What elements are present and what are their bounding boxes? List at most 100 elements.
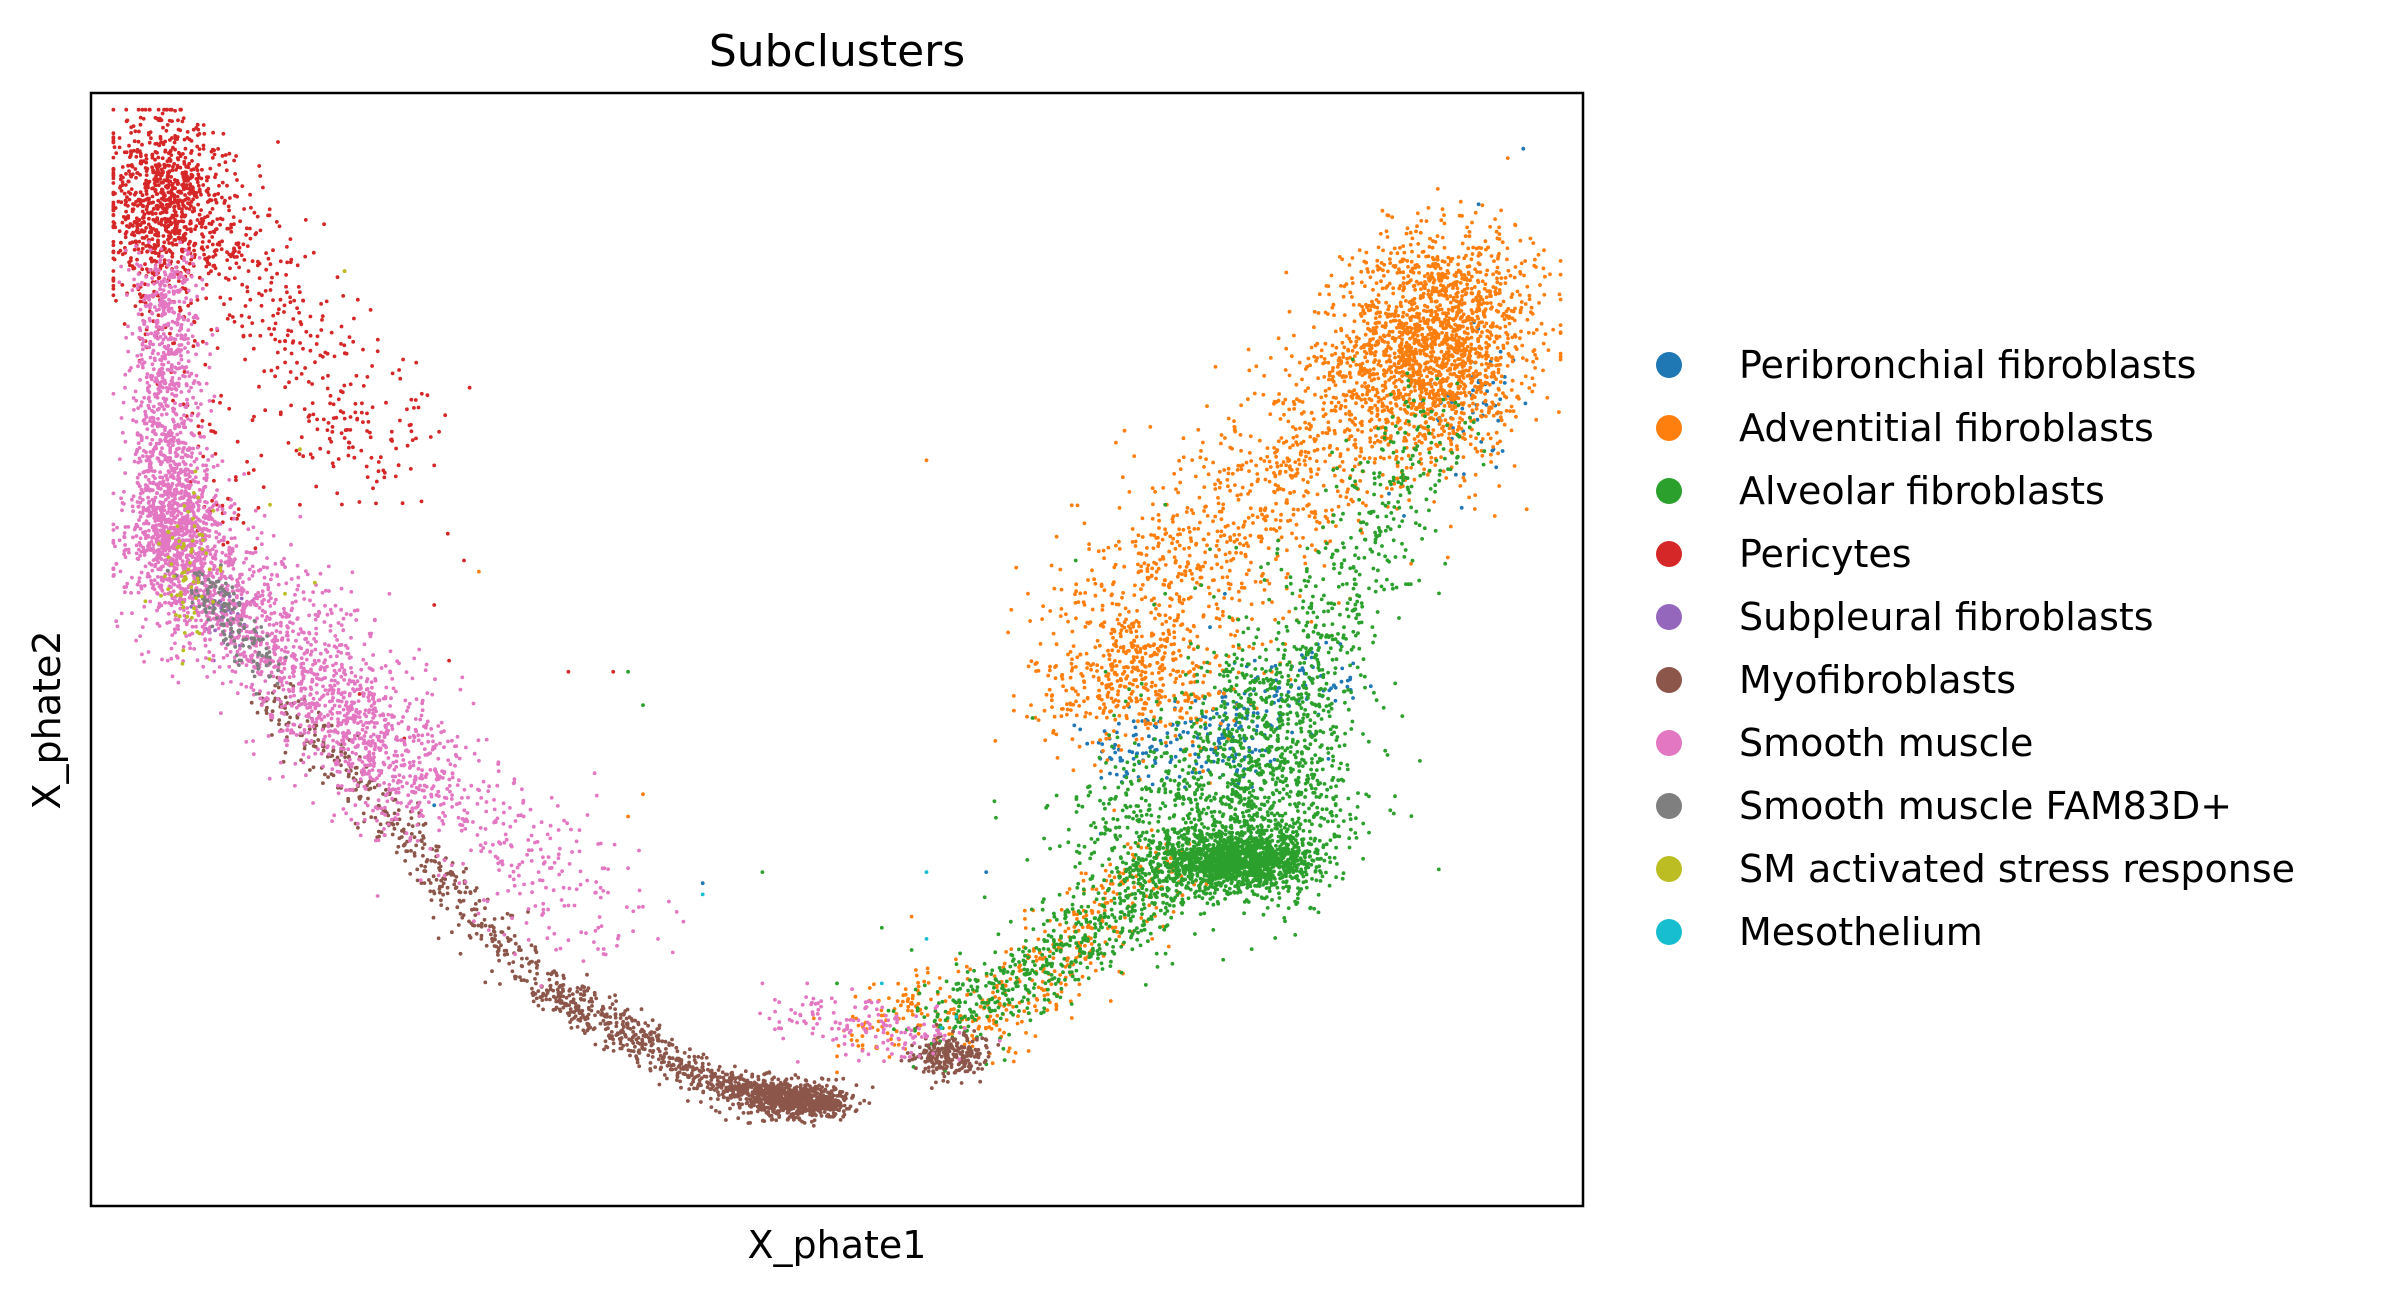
data-point — [887, 996, 891, 1000]
data-point — [1531, 241, 1536, 246]
data-point — [1155, 646, 1160, 651]
data-point — [1409, 307, 1414, 311]
data-point — [1463, 330, 1467, 335]
data-point — [1198, 455, 1203, 460]
data-point — [1315, 472, 1319, 477]
data-point — [1110, 648, 1115, 653]
data-point — [1423, 361, 1428, 366]
data-point — [1161, 631, 1166, 636]
data-point — [1495, 324, 1499, 329]
data-point — [1228, 538, 1233, 542]
data-point — [1283, 368, 1288, 372]
data-point — [1066, 619, 1070, 624]
data-point — [1315, 447, 1320, 452]
data-point — [1149, 684, 1154, 689]
data-point — [1197, 894, 1201, 899]
data-point — [1150, 516, 1155, 521]
data-point — [1384, 417, 1388, 422]
data-point — [1513, 345, 1518, 349]
data-point — [1228, 582, 1233, 587]
data-point — [1380, 286, 1385, 291]
data-point — [1052, 586, 1057, 591]
data-point — [1279, 535, 1284, 540]
data-point — [1076, 692, 1080, 697]
data-point — [1487, 406, 1491, 410]
data-point — [1392, 395, 1397, 400]
data-point — [1382, 396, 1387, 401]
data-point — [1426, 325, 1431, 329]
data-point — [1396, 388, 1401, 393]
data-point — [1089, 667, 1093, 672]
data-point — [1400, 374, 1404, 378]
data-point — [1140, 597, 1144, 602]
data-point — [1158, 700, 1162, 705]
data-point — [1110, 627, 1115, 632]
data-point — [1195, 566, 1199, 571]
data-point — [1412, 370, 1416, 374]
data-point — [1167, 582, 1172, 587]
data-point — [1413, 388, 1417, 393]
data-point — [1316, 467, 1321, 472]
data-point — [1482, 301, 1486, 305]
data-point — [1053, 676, 1058, 681]
data-point — [1239, 467, 1244, 472]
data-point — [1428, 382, 1433, 387]
data-point — [1153, 489, 1157, 494]
data-point — [1398, 485, 1403, 489]
data-point — [1190, 740, 1195, 744]
data-point — [1452, 371, 1457, 376]
data-point — [1199, 764, 1204, 769]
data-point — [1385, 405, 1389, 410]
data-point — [1216, 496, 1220, 500]
data-point — [1461, 301, 1466, 306]
data-point — [1203, 715, 1208, 719]
data-point — [1398, 344, 1402, 349]
data-point — [1274, 501, 1278, 506]
data-point — [1498, 380, 1503, 384]
data-point — [1217, 663, 1222, 668]
data-point — [1479, 414, 1484, 419]
data-point — [1391, 264, 1396, 268]
data-point — [1558, 297, 1563, 302]
data-point — [855, 1038, 859, 1043]
data-point — [1136, 844, 1141, 849]
data-point — [1456, 357, 1461, 361]
data-point — [1185, 627, 1190, 632]
data-point — [1171, 520, 1175, 524]
data-point — [1454, 283, 1459, 287]
data-point — [1321, 407, 1325, 412]
data-point — [1135, 684, 1140, 689]
data-point — [1136, 533, 1141, 538]
data-point — [1405, 353, 1410, 358]
data-point — [1330, 343, 1335, 348]
data-point — [1033, 1004, 1037, 1009]
data-point — [1110, 601, 1115, 606]
data-point — [1471, 388, 1475, 393]
data-point — [1084, 710, 1088, 715]
data-point — [1178, 480, 1183, 485]
data-point — [1267, 886, 1272, 890]
data-point — [1172, 635, 1177, 640]
data-point — [1177, 543, 1182, 548]
data-point — [1484, 295, 1489, 300]
data-point — [1416, 254, 1421, 259]
data-point — [1083, 625, 1088, 629]
data-point — [1309, 510, 1314, 514]
data-point — [1083, 591, 1088, 595]
data-point — [1461, 359, 1465, 364]
data-point — [1348, 677, 1352, 682]
data-point — [1450, 333, 1454, 337]
data-point — [1240, 463, 1245, 467]
data-point — [1491, 285, 1496, 289]
data-point — [1476, 293, 1481, 298]
data-point — [876, 1028, 880, 1032]
data-point — [1489, 294, 1493, 299]
data-point — [1350, 396, 1355, 400]
data-point — [1558, 354, 1563, 359]
data-point — [1391, 389, 1396, 394]
data-point — [1255, 711, 1260, 716]
data-point — [1437, 370, 1441, 375]
data-point — [1102, 729, 1107, 734]
data-point — [1092, 577, 1096, 582]
data-point — [1255, 472, 1260, 476]
